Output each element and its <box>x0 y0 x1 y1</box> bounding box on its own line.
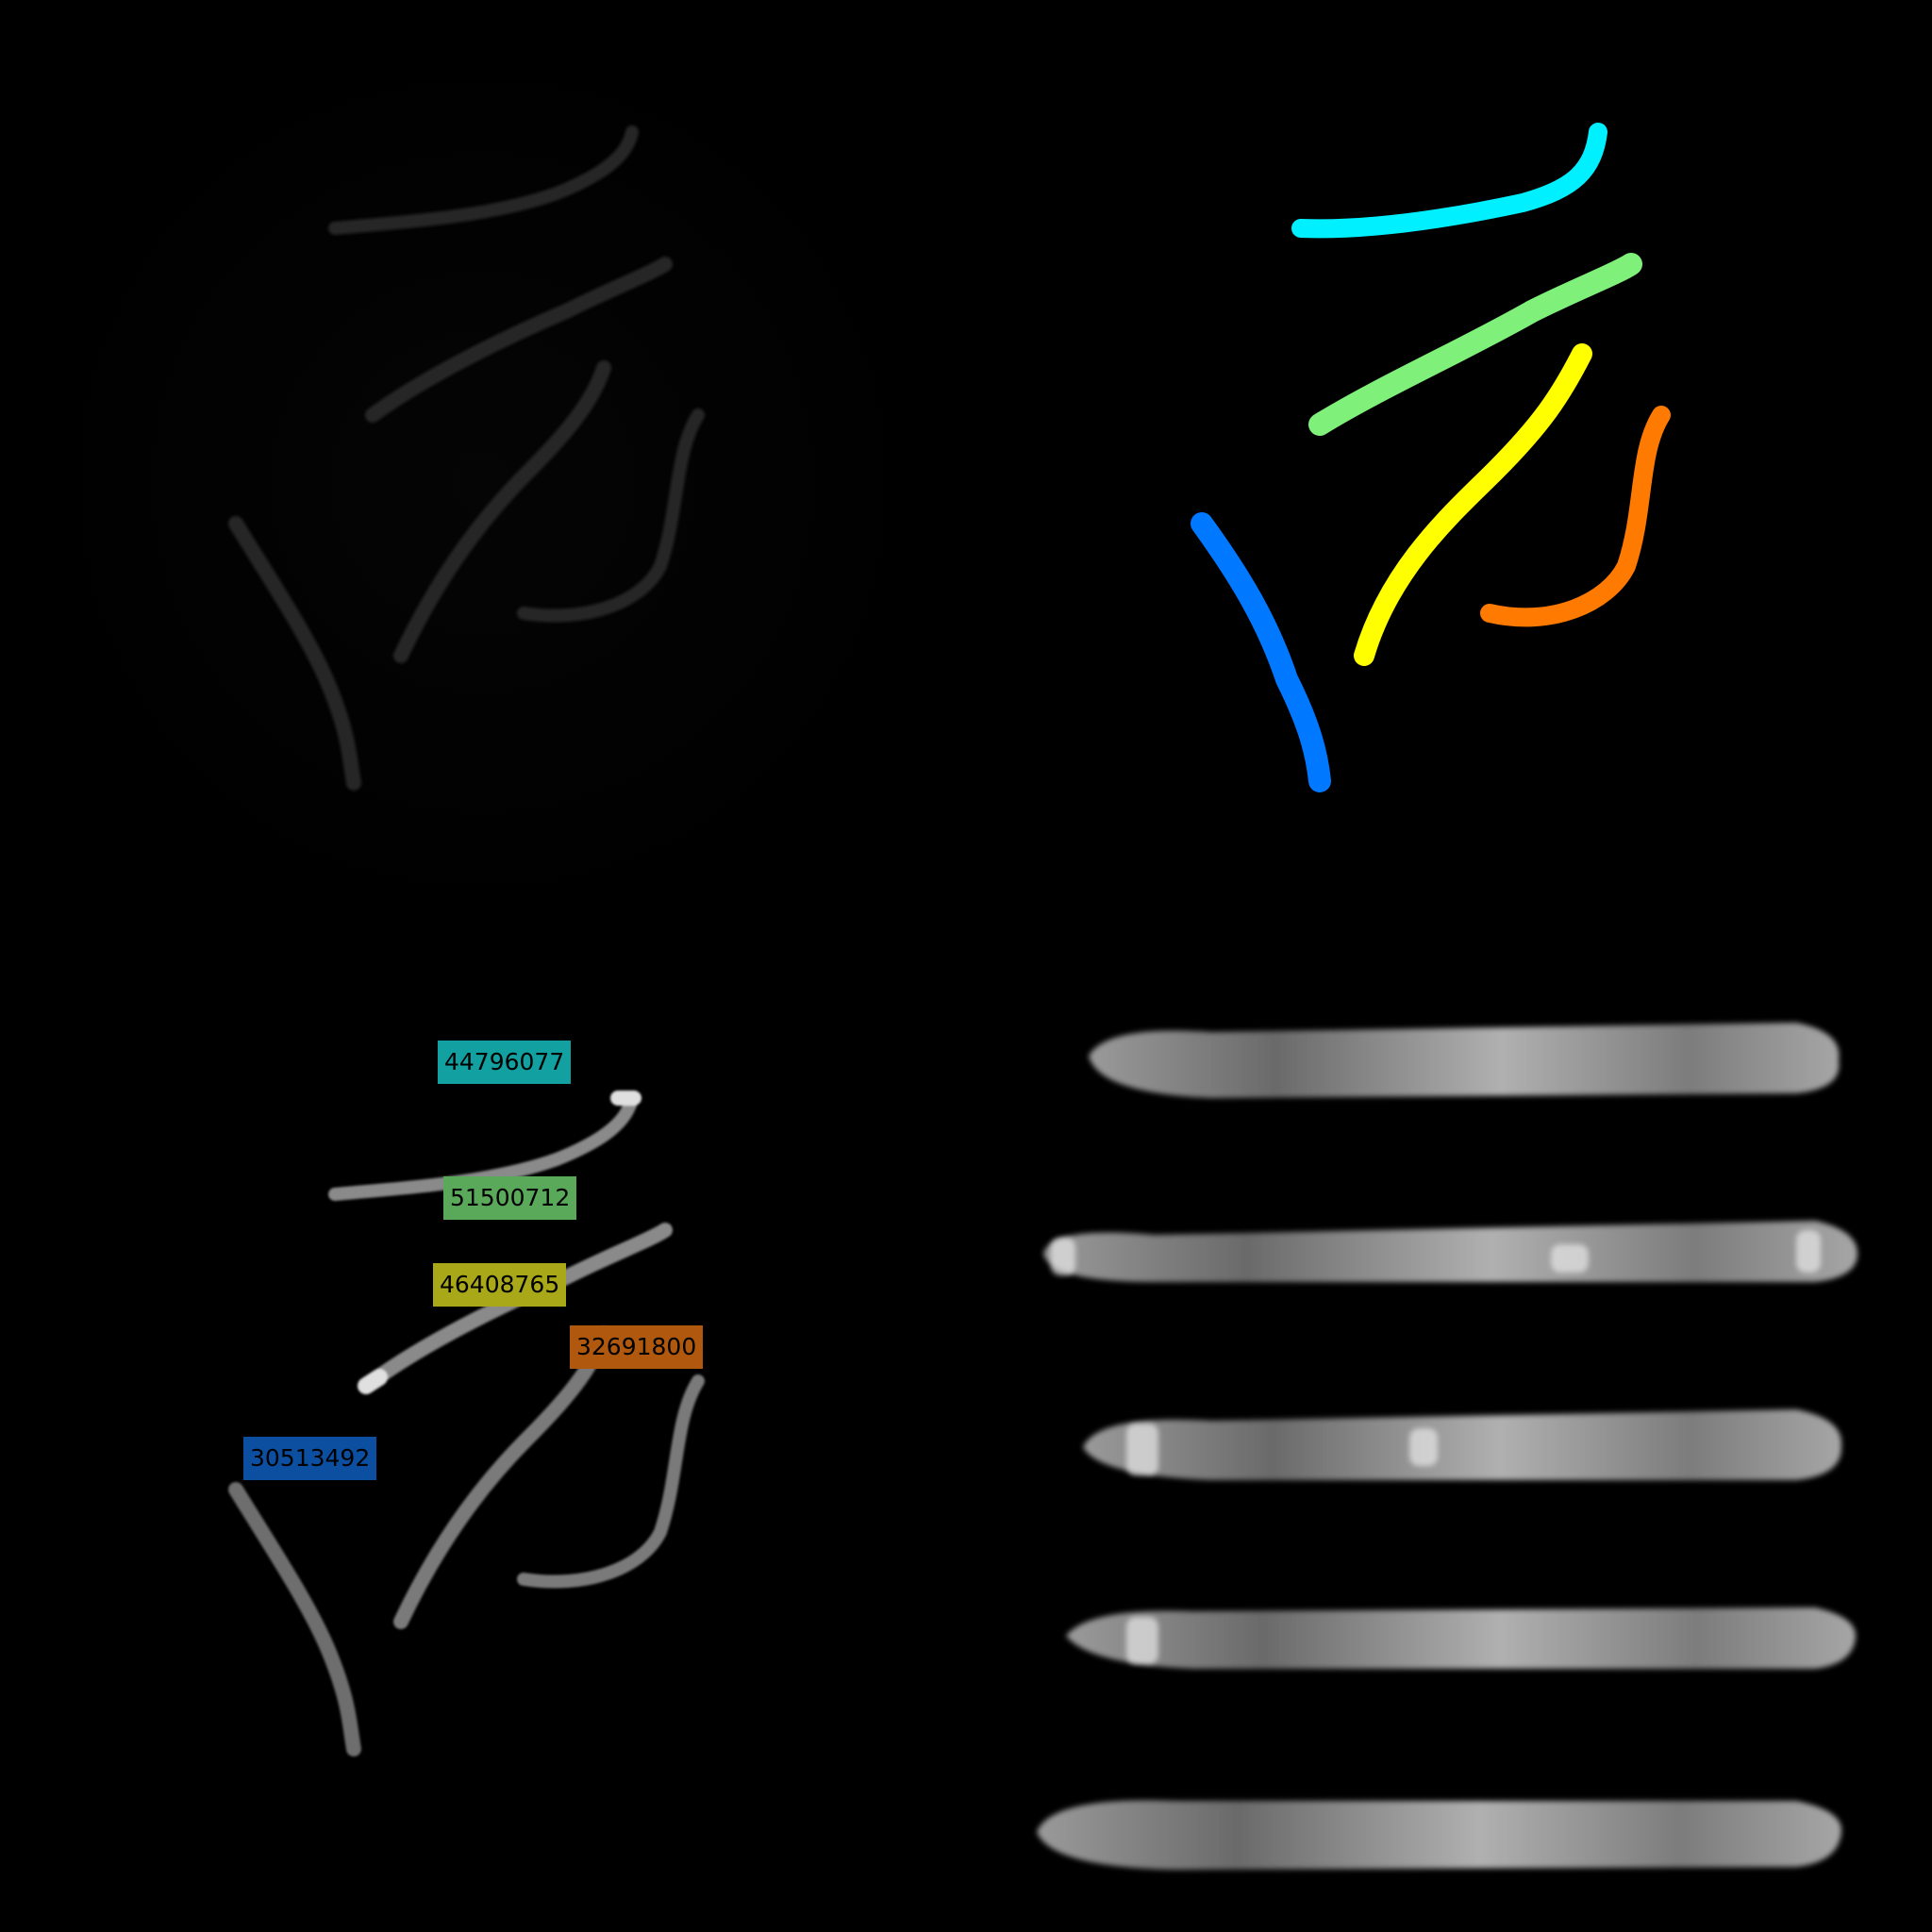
straightened-worm-5 <box>1037 1800 1842 1870</box>
straightened-worm-1 <box>1089 1023 1840 1098</box>
raw-worms-image <box>30 30 936 936</box>
worm-id-label: 51500712 <box>443 1176 577 1220</box>
raw-worm-4 <box>517 408 705 623</box>
overlay-worm-5 <box>228 1482 361 1757</box>
straightened-worm-3 <box>1083 1409 1842 1480</box>
raw-worm-1 <box>328 125 639 235</box>
worm-mask-yellow <box>1354 343 1592 666</box>
segmentation-mask-panel <box>966 0 1932 966</box>
worm-id-label: 46408765 <box>433 1263 567 1307</box>
worm-id-label: 30513492 <box>243 1437 377 1480</box>
worm-mask-blue <box>1191 512 1331 792</box>
worm-mask-green <box>1308 253 1642 436</box>
straightened-worms-image <box>1037 1023 1857 1870</box>
raw-worm-3 <box>393 360 611 663</box>
overlay-worm-4 <box>517 1374 705 1589</box>
labeled-worms-image <box>228 1091 705 1757</box>
worm-id-label: 44796077 <box>438 1041 572 1084</box>
straightened-worms-panel <box>966 966 1932 1932</box>
segmentation-mask-image <box>1191 123 1671 792</box>
worm-mask-cyan <box>1291 123 1607 239</box>
straightened-worm-4 <box>1066 1607 1857 1669</box>
worm-mask-orange <box>1480 406 1671 627</box>
raw-fluorescence-panel <box>0 0 966 966</box>
straightened-worm-2 <box>1043 1221 1857 1282</box>
labeled-overlay-panel: 44796077 51500712 46408765 32691800 3051… <box>0 966 966 1932</box>
worm-id-label: 32691800 <box>570 1325 704 1369</box>
overlay-worm-1 <box>328 1091 639 1201</box>
raw-worm-5 <box>228 516 361 791</box>
raw-worm-2 <box>365 257 673 423</box>
